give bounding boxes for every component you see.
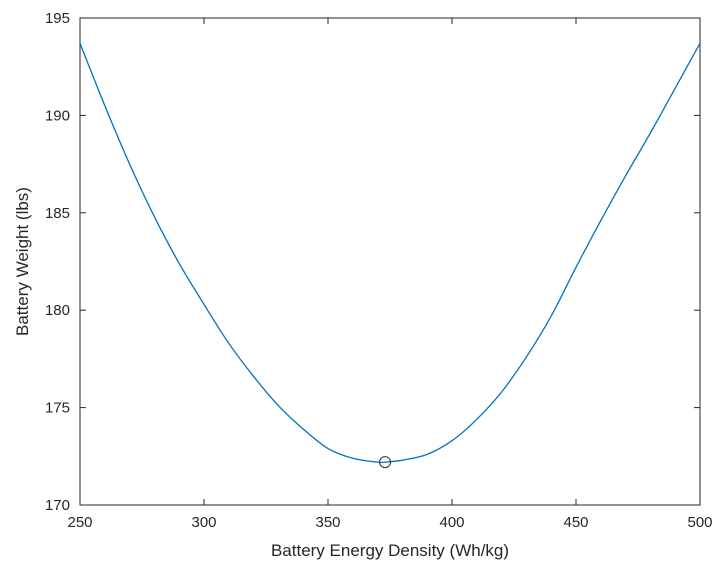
plot-area (79, 17, 701, 506)
y-axis: 170 175 180 185 190 195 (45, 10, 700, 514)
x-tick-label: 250 (67, 514, 92, 531)
y-tick-label: 190 (45, 107, 70, 124)
minimum-marker (379, 456, 392, 469)
y-tick-label: 175 (45, 400, 70, 417)
y-axis-label: Battery Weight (lbs) (13, 187, 32, 336)
x-tick-label: 400 (439, 514, 464, 531)
x-tick-label: 300 (191, 514, 216, 531)
y-tick-label: 170 (45, 497, 70, 514)
x-tick-label: 500 (687, 514, 712, 531)
x-axis-label: Battery Energy Density (Wh/kg) (271, 541, 509, 560)
x-tick-label: 450 (563, 514, 588, 531)
marker-layer (379, 456, 392, 469)
series-line (79, 43, 701, 464)
y-tick-label: 180 (45, 302, 70, 319)
series-layer (79, 43, 701, 464)
axes-box (79, 17, 701, 506)
x-axis: 250 300 350 400 450 500 (67, 18, 713, 531)
x-tick-label: 350 (315, 514, 340, 531)
y-tick-label: 185 (45, 205, 70, 222)
y-tick-label: 195 (45, 10, 70, 27)
